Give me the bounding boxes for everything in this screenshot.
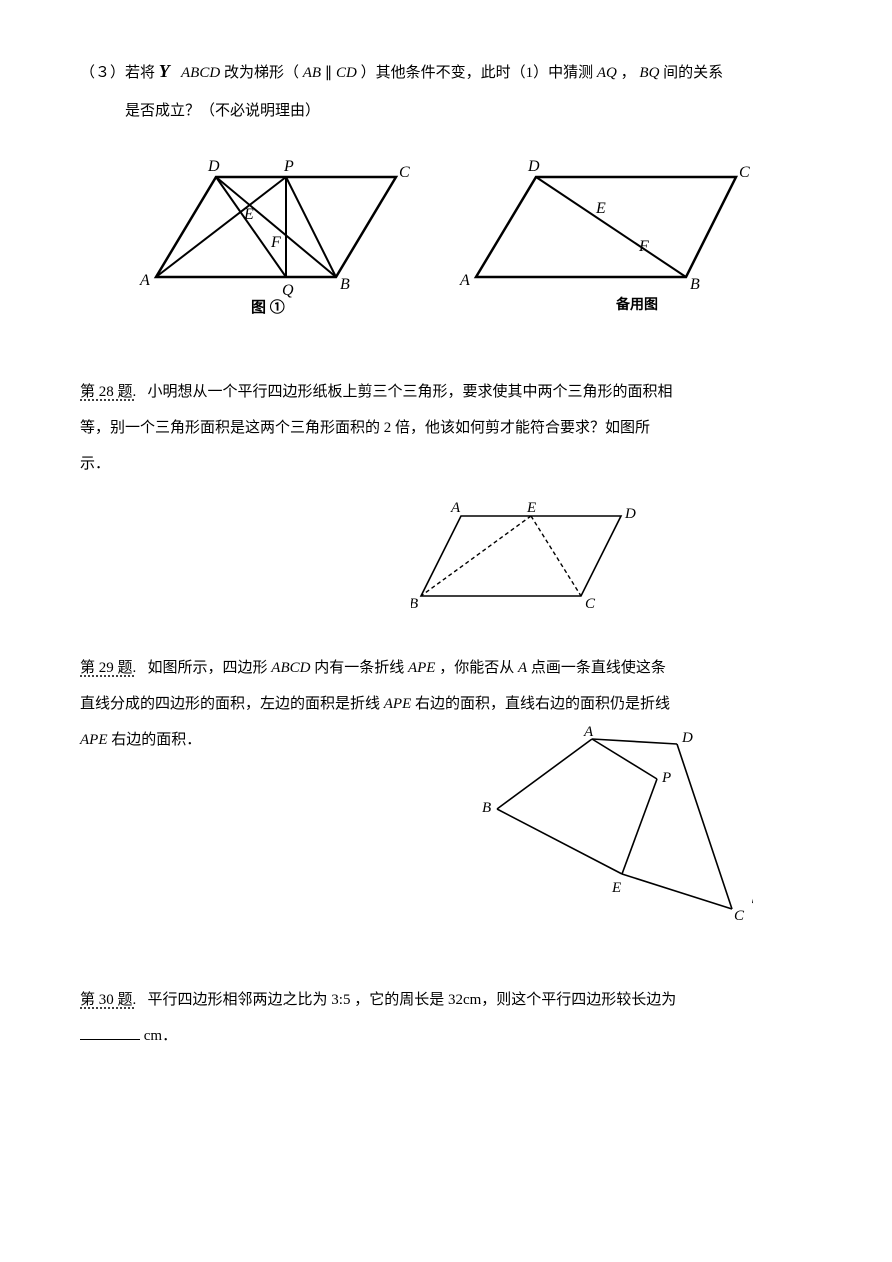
q28-line1: 第 28 题. 小明想从一个平行四边形纸板上剪三个三角形，要求使其中两个三角形的…	[80, 374, 812, 410]
svg-text:A: A	[583, 724, 594, 740]
svg-text:A: A	[450, 500, 461, 516]
svg-text:F: F	[270, 234, 281, 251]
q30-t2: ，它的周长是 32cm，则这个平行四边形较长边为	[354, 992, 676, 1008]
q29-line3: APE 右边的面积．	[80, 722, 201, 758]
svg-text:A: A	[139, 272, 150, 289]
q27-part3-prefix: （３）若将	[80, 65, 155, 81]
svg-text:C: C	[399, 164, 410, 181]
q29-t1e: ，你能否从	[439, 660, 514, 676]
svg-text:B: B	[690, 276, 700, 293]
q29-t2a: 直线分成的四边形的面积，左边的面积是折线	[80, 696, 380, 712]
q27-figures: D P C E F A Q B 图 ① D C E F A B 备用图	[80, 147, 812, 322]
svg-text:P: P	[283, 158, 294, 175]
svg-text:D: D	[681, 730, 693, 746]
svg-text:D: D	[527, 158, 540, 175]
q27-tj: 间的关系	[663, 65, 723, 81]
q27-abcd: ABCD	[181, 65, 220, 81]
q27-aq: AQ	[597, 65, 617, 81]
q29-t1b: ABCD	[271, 660, 310, 676]
q28-svg: A E D B C	[411, 496, 641, 616]
q29-line1: 第 29 题. 如图所示，四边形 ABCD 内有一条折线 APE ，你能否从 A…	[80, 650, 812, 686]
svg-text:E: E	[595, 200, 606, 217]
q29-t2c: 右边的面积，直线右边的面积仍是折线	[415, 696, 670, 712]
q30-line2: cm．	[80, 1018, 812, 1054]
svg-text:C: C	[734, 908, 745, 924]
q30-ratio: 3:5	[331, 992, 350, 1008]
svg-text:E: E	[611, 880, 621, 896]
svg-text:D: D	[207, 158, 220, 175]
q27-sym: Y	[159, 61, 170, 81]
q27-part3-line1: （３）若将 Y ABCD 改为梯形（ AB ∥ CD ）其他条件不变，此时（1）…	[80, 50, 812, 93]
fig1-caption: 图 ①	[251, 298, 285, 316]
q29-t1c: 内有一条折线	[314, 660, 404, 676]
fig1-svg: D P C E F A Q B 图 ①	[136, 147, 416, 317]
q27-part3-line2: 是否成立？（不必说明理由）	[80, 93, 812, 129]
q30-line1: 第 30 题. 平行四边形相邻两边之比为 3:5 ，它的周长是 32cm，则这个…	[80, 982, 812, 1018]
svg-text:P: P	[661, 770, 671, 786]
q30-t3: cm．	[144, 1028, 177, 1044]
q29-t1f: A	[518, 660, 527, 676]
fig2-caption: 备用图	[615, 296, 658, 313]
q27-figure-1: D P C E F A Q B 图 ①	[136, 147, 416, 322]
svg-text:D: D	[624, 506, 636, 522]
svg-text:E: E	[243, 206, 254, 223]
q29-t2b: APE	[384, 696, 412, 712]
q29-figure-real: A D P B E C	[472, 724, 752, 929]
q29-t3b: 右边的面积．	[111, 732, 201, 748]
fig2-svg: D C E F A B 备用图	[456, 147, 756, 317]
svg-text:B: B	[482, 800, 491, 816]
q30-t1: 平行四边形相邻两边之比为	[148, 992, 328, 1008]
q30-blank	[80, 1026, 140, 1040]
svg-text:C: C	[739, 164, 750, 181]
svg-text:E: E	[526, 500, 536, 516]
svg-text:F: F	[638, 238, 649, 255]
q29-t1g: 点画一条直线使这条	[531, 660, 666, 676]
q28-line2: 等，别一个三角形面积是这两个三角形面积的 2 倍，他该如何剪才能符合要求？如图所	[80, 410, 812, 446]
q29-t1d: APE	[408, 660, 436, 676]
q28-line3: 示．	[80, 446, 812, 482]
q27-th: ，	[621, 65, 636, 81]
q27-figure-2: D C E F A B 备用图	[456, 147, 756, 322]
q27-ab: AB	[303, 65, 321, 81]
svg-text:A: A	[459, 272, 470, 289]
q27-cd: CD	[336, 65, 357, 81]
q27-par: ∥	[325, 65, 333, 81]
q29-prefix: 第 29 题.	[80, 660, 136, 676]
q28-prefix: 第 28 题.	[80, 384, 136, 400]
q27-tb: 改为梯形（	[224, 65, 299, 81]
svg-text:B: B	[411, 596, 418, 612]
svg-text:B: B	[340, 276, 350, 293]
q29-t1a: 如图所示，四边形	[148, 660, 268, 676]
q29-line2: 直线分成的四边形的面积，左边的面积是折线 APE 右边的面积，直线右边的面积仍是…	[80, 686, 812, 722]
q28-t1: 小明想从一个平行四边形纸板上剪三个三角形，要求使其中两个三角形的面积相	[148, 384, 673, 400]
q27-tf: ）其他条件不变，此时（1）中猜测	[361, 65, 594, 81]
q30-prefix: 第 30 题.	[80, 992, 136, 1008]
q27-bq: BQ	[639, 65, 659, 81]
svg-text:C: C	[585, 596, 596, 612]
q28-figure: A E D B C	[80, 496, 812, 616]
q29-t3a: APE	[80, 732, 108, 748]
svg-text:Q: Q	[282, 282, 294, 299]
